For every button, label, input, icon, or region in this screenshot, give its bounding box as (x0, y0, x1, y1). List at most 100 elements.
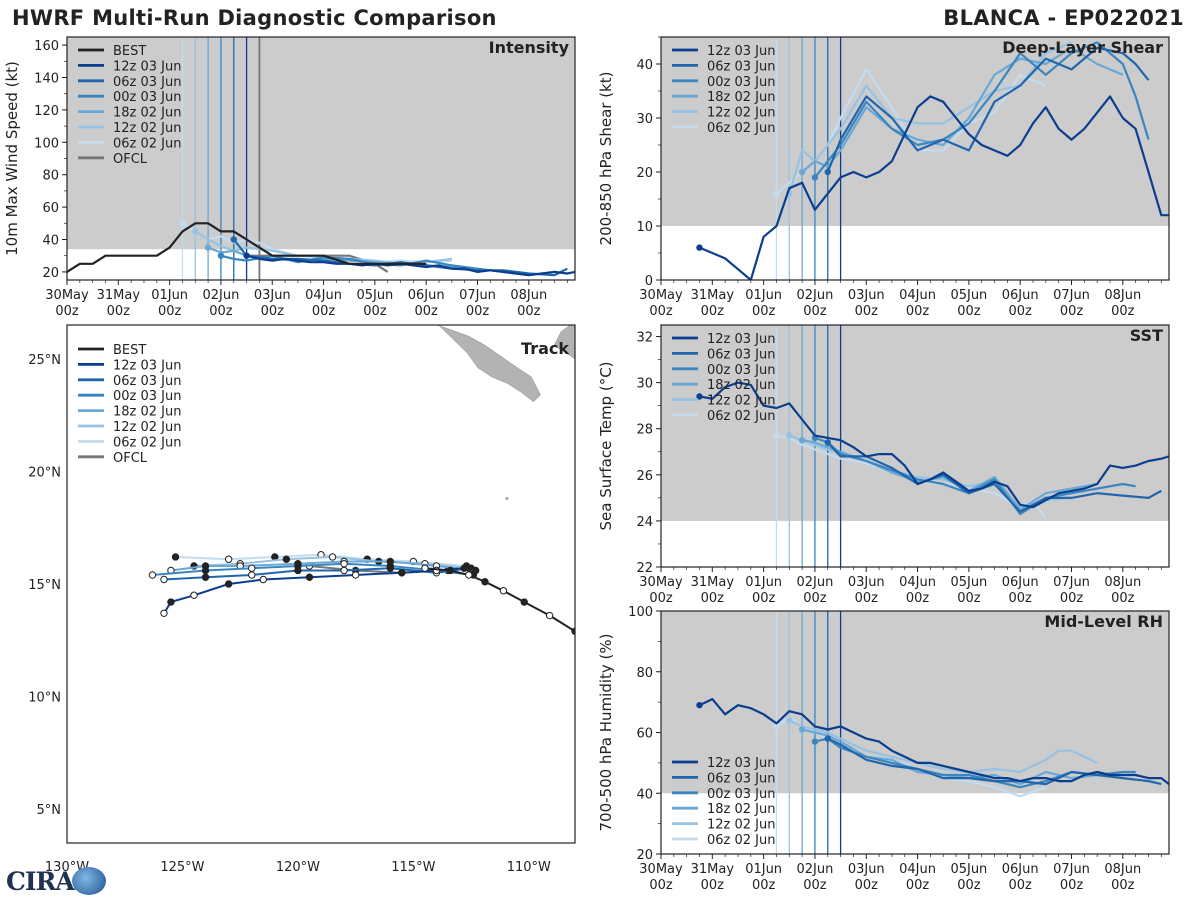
shear-xtick-label: 00z (1111, 304, 1135, 319)
sst-legend-label-00z-03-jun: 00z 03 Jun (707, 363, 776, 378)
intensity-series-00z-03-jun (220, 254, 529, 277)
shear-xtick-label: 00z (752, 304, 776, 319)
sst-series-group (696, 381, 1169, 520)
shear-xtick-label: 02Jun (797, 288, 834, 303)
intensity-ytick-label: 80 (42, 169, 59, 184)
shear-xtick-label: 00z (906, 304, 930, 319)
sst-xtick-label: 00z (649, 591, 673, 606)
sst-xtick-label: 00z (957, 591, 981, 606)
rh-xtick-label: 00z (752, 878, 776, 893)
shear-xtick-label: 31May (691, 288, 735, 303)
shear-band (661, 37, 1169, 118)
track-point-06z-03-jun (294, 566, 302, 575)
track-legend-label-best: BEST (113, 343, 146, 358)
rh-marker-12z-02-jun (786, 717, 793, 724)
track-point-00z-03-jun (148, 571, 157, 579)
sst-series-12z-03-jun (699, 381, 1169, 509)
track-land-baja-california (429, 325, 541, 402)
intensity-ytick-label: 60 (42, 201, 59, 216)
shear-legend-label-12z-03-jun: 12z 03 Jun (707, 44, 776, 59)
intensity-legend-label-06z-02-jun: 06z 02 Jun (113, 136, 182, 151)
rh-marker-06z-03-jun (824, 735, 831, 742)
intensity-ylabel: 10m Max Wind Speed (kt) (3, 61, 21, 256)
shear-xtick-label: 00z (1060, 304, 1084, 319)
track-point-00z-03-jun (201, 566, 210, 575)
sst-marker-18z-02-jun (798, 437, 806, 444)
rh-series-12z-03-jun (699, 697, 1169, 785)
sst-xtick-label: 02Jun (797, 575, 834, 590)
rh-legend-label-06z-02-jun: 06z 02 Jun (707, 833, 776, 848)
rh-xtick-label: 06Jun (1002, 862, 1039, 877)
shear-xtick-label: 04Jun (899, 288, 936, 303)
track-map-area (148, 325, 575, 635)
sst-ylabel: Sea Surface Temp (°C) (597, 361, 615, 530)
track-ytick-label: 25°N (28, 353, 61, 368)
shear-frame (660, 36, 1170, 281)
intensity-ytick-label: 40 (42, 234, 59, 249)
track-point-06z-03-jun (201, 573, 210, 581)
intensity-ytick-label: 160 (34, 39, 59, 54)
rh-title: Mid-Level RH (1044, 612, 1163, 631)
intensity-ytick-label: 140 (34, 72, 59, 87)
page-title: HWRF Multi-Run Diagnostic Comparison (12, 6, 497, 30)
rh-legend-label-12z-02-jun: 12z 02 Jun (707, 818, 776, 833)
sst-ytick-label: 26 (636, 469, 653, 484)
shear-panel: 01020304030May00z31May00z01Jun00z02Jun00… (597, 36, 1170, 319)
intensity-xtick-label: 00z (209, 304, 233, 319)
track-point-12z-03-jun (460, 564, 468, 572)
intensity-legend-label-00z-03-jun: 00z 03 Jun (113, 90, 182, 105)
intensity-series-group (67, 220, 575, 277)
shear-series-00z-03-jun (814, 41, 1150, 179)
sst-xtick-label: 00z (1060, 591, 1084, 606)
track-point-06z-02-jun (224, 555, 233, 563)
track-legend-label-12z-03-jun: 12z 03 Jun (113, 358, 182, 373)
intensity-title: Intensity (489, 38, 570, 57)
intensity-xtick-label: 07Jun (459, 288, 496, 303)
intensity-xtick-label: 00z (363, 304, 387, 319)
track-point-12z-02-jun (282, 555, 291, 563)
logo-text: CIRA (6, 867, 75, 896)
track-ytick-label: 5°N (37, 803, 62, 818)
shear-xtick-label: 30May (639, 288, 683, 303)
rh-marker-00z-03-jun (811, 738, 819, 745)
sst-xtick-label: 00z (803, 591, 827, 606)
shear-xtick-label: 01Jun (745, 288, 782, 303)
intensity-series-best (67, 222, 427, 273)
rh-xtick-label: 00z (649, 878, 673, 893)
shear-legend-label-12z-02-jun: 12z 02 Jun (707, 106, 776, 121)
track-point-12z-03-jun (398, 569, 406, 577)
sst-band (661, 325, 1169, 337)
rh-xtick-label: 02Jun (797, 862, 834, 877)
track-ytick-label: 20°N (28, 465, 61, 480)
track-point-12z-03-jun (259, 575, 267, 584)
rh-ytick-label: 40 (636, 787, 653, 802)
track-point-06z-02-jun (171, 553, 180, 561)
intensity-marker-12z-03-jun (243, 252, 250, 259)
track-point-00z-03-jun (248, 564, 256, 572)
sst-xtick-label: 04Jun (899, 575, 936, 590)
shear-marker-00z-03-jun (811, 174, 819, 181)
intensity-series-06z-02-jun (181, 222, 452, 264)
intensity-legend-label-18z-02-jun: 18z 02 Jun (113, 106, 182, 121)
intensity-xtick-label: 05Jun (356, 288, 393, 303)
track-xtick-label: 120°W (276, 860, 320, 875)
track-point-06z-03-jun (340, 566, 348, 575)
sst-xtick-label: 01Jun (745, 575, 782, 590)
rh-marker-18z-02-jun (798, 726, 806, 733)
intensity-marker-12z-02-jun (192, 228, 199, 235)
shear-xtick-label: 00z (701, 304, 725, 319)
shear-ytick-label: 0 (645, 274, 653, 289)
shear-series-12z-02-jun (788, 41, 1072, 194)
intensity-legend-label-12z-02-jun: 12z 02 Jun (113, 121, 182, 136)
rh-xtick-label: 31May (691, 862, 735, 877)
track-ytick-label: 15°N (28, 578, 61, 593)
track-title: Track (521, 339, 569, 358)
intensity-ytick-label: 120 (34, 104, 59, 119)
rh-ytick-label: 100 (628, 605, 653, 620)
intensity-xtick-label: 00z (107, 304, 131, 319)
shear-xtick-label: 00z (1009, 304, 1033, 319)
shear-legend-label-00z-03-jun: 00z 03 Jun (707, 75, 776, 90)
